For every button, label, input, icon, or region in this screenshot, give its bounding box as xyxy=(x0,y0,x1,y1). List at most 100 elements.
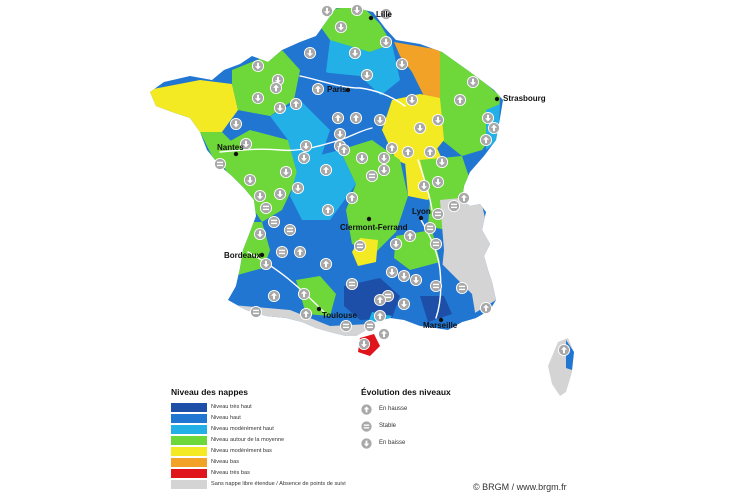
city-label: Paris xyxy=(327,85,347,94)
legend-swatch xyxy=(171,424,207,434)
trend-stable-symbol xyxy=(275,245,289,259)
trend-stable-symbol xyxy=(423,221,437,235)
trend-down-symbol xyxy=(405,93,419,107)
trend-down-symbol xyxy=(466,75,480,89)
trend-down-symbol xyxy=(379,35,393,49)
trend-stable-symbol xyxy=(363,319,377,333)
arrow-down-icon xyxy=(361,437,372,449)
legend-swatch xyxy=(171,479,207,489)
trend-down-symbol xyxy=(253,189,267,203)
trend-down-symbol xyxy=(373,113,387,127)
trend-down-symbol xyxy=(355,151,369,165)
arrow-up-icon xyxy=(361,403,372,415)
trend-up-symbol xyxy=(479,133,493,147)
trend-up-symbol xyxy=(311,82,325,96)
trend-down-symbol xyxy=(397,269,411,283)
trend-down-symbol xyxy=(291,181,305,195)
evolution-label: En baisse xyxy=(379,440,406,446)
evolution-label: En hausse xyxy=(379,406,408,412)
equals-icon xyxy=(361,420,372,432)
trend-up-symbol xyxy=(297,287,311,301)
trend-up-symbol xyxy=(349,111,363,125)
trend-down-symbol xyxy=(239,137,253,151)
trend-down-symbol xyxy=(273,187,287,201)
trend-up-symbol xyxy=(379,7,393,21)
legend-label: Niveau modérément bas xyxy=(211,448,272,454)
trend-stable-symbol xyxy=(429,279,443,293)
trend-stable-symbol xyxy=(283,223,297,237)
trend-down-symbol xyxy=(360,68,374,82)
legend-item: Niveau très haut xyxy=(171,402,252,412)
trend-stable-symbol xyxy=(447,199,461,213)
trend-up-symbol xyxy=(487,121,501,135)
trend-stable-symbol xyxy=(213,157,227,171)
copyright: © BRGM / www.brgm.fr xyxy=(473,482,567,492)
city-strasbourg: Strasbourg xyxy=(494,94,546,103)
legend-label: Niveau bas xyxy=(211,459,239,465)
legend-item: Niveau autour de la moyenne xyxy=(171,435,284,445)
trend-up-symbol xyxy=(373,293,387,307)
legend-swatch xyxy=(171,413,207,423)
city-paris: Paris xyxy=(327,85,351,94)
trend-stable-symbol xyxy=(455,281,469,295)
trend-down-symbol xyxy=(243,173,257,187)
evolution-item: En baisse xyxy=(361,436,405,450)
trend-down-symbol xyxy=(377,163,391,177)
legend-swatch xyxy=(171,402,207,412)
legend-item: Niveau modérément haut xyxy=(171,424,274,434)
trend-down-symbol xyxy=(481,111,495,125)
city-lyon: Lyon xyxy=(412,207,431,221)
trend-down-symbol xyxy=(435,155,449,169)
legend-swatch xyxy=(171,446,207,456)
city-label: Nantes xyxy=(217,143,244,152)
trend-up-symbol xyxy=(321,203,335,217)
trend-stable-symbol xyxy=(259,201,273,215)
trend-up-symbol xyxy=(479,301,493,315)
trend-down-symbol xyxy=(350,3,364,17)
trend-up-symbol xyxy=(319,257,333,271)
trend-stable-symbol xyxy=(429,237,443,251)
trend-down-symbol xyxy=(431,175,445,189)
legend-label: Niveau très haut xyxy=(211,404,252,410)
trend-down-symbol xyxy=(299,139,313,153)
legend-label: Sans nappe libre étendue / Absence de po… xyxy=(211,481,346,487)
trend-stable-symbol xyxy=(345,277,359,291)
trend-up-symbol xyxy=(345,191,359,205)
trend-down-symbol xyxy=(395,57,409,71)
city-label: Toulouse xyxy=(322,311,358,320)
trend-down-symbol xyxy=(259,257,273,271)
trend-down-symbol xyxy=(431,113,445,127)
legend-item: Niveau haut xyxy=(171,413,241,423)
trend-stable-symbol xyxy=(339,319,353,333)
city-label: Strasbourg xyxy=(503,94,546,103)
trend-down-symbol xyxy=(251,91,265,105)
legend-label: Niveau modérément haut xyxy=(211,426,274,432)
trend-stable-symbol xyxy=(267,215,281,229)
trend-symbols xyxy=(213,3,571,357)
trend-down-symbol xyxy=(389,237,403,251)
trend-up-symbol xyxy=(385,141,399,155)
city-lille: Lille xyxy=(368,10,393,21)
trend-up-symbol xyxy=(319,163,333,177)
trend-up-symbol xyxy=(289,97,303,111)
cities: Lille Paris Strasbourg Nantes Lyon Clerm… xyxy=(217,10,546,330)
city-label: Marseille xyxy=(423,321,458,330)
city-label: Bordeaux xyxy=(224,251,261,260)
legend-swatch xyxy=(171,468,207,478)
trend-stable-symbol xyxy=(353,239,367,253)
trend-stable-symbol xyxy=(431,207,445,221)
evolution-item: Stable xyxy=(361,419,396,433)
trend-down-symbol xyxy=(253,227,267,241)
legend-label: Niveau autour de la moyenne xyxy=(211,437,285,443)
legend-label: Niveau très bas xyxy=(211,470,250,476)
trend-up-symbol xyxy=(269,81,283,95)
legend-swatch xyxy=(171,457,207,467)
trend-up-symbol xyxy=(423,145,437,159)
evolution-label: Stable xyxy=(379,423,397,429)
legend-label: Niveau haut xyxy=(211,415,241,421)
city-nantes: Nantes xyxy=(217,143,244,157)
city-label: Clermont-Ferrand xyxy=(340,223,408,232)
trend-down-symbol xyxy=(357,337,371,351)
trend-down-symbol xyxy=(348,46,362,60)
city-label: Lyon xyxy=(412,207,431,216)
